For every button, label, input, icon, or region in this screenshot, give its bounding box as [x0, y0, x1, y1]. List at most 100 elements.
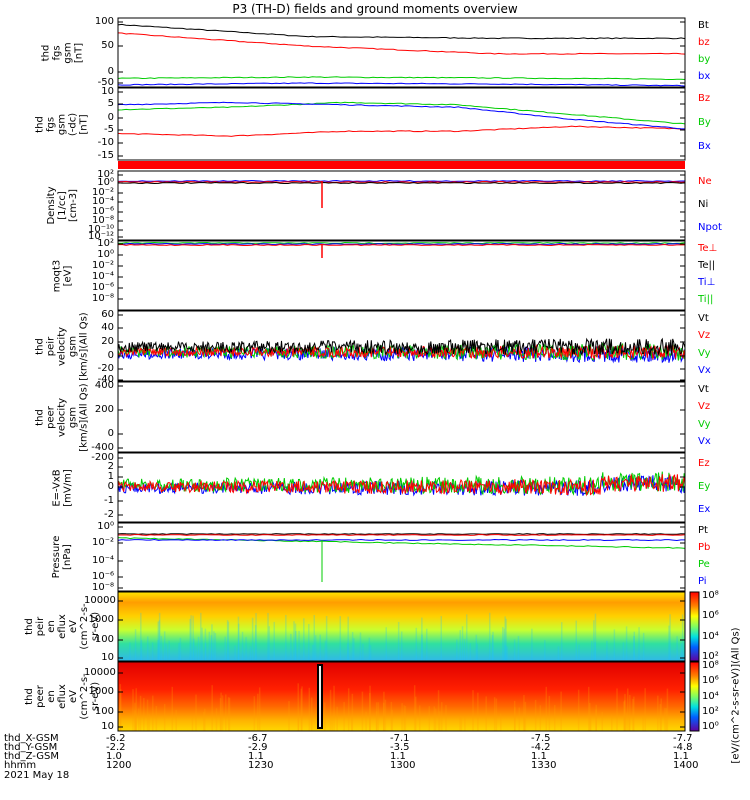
heatmap-texture — [588, 686, 590, 731]
heatmap-texture — [251, 617, 254, 661]
heatmap-texture — [601, 712, 604, 731]
heatmap-texture — [503, 628, 506, 661]
legend-Vy: Vy — [698, 418, 711, 430]
colorbar-tick: 10² — [702, 651, 719, 662]
heatmap-texture — [297, 683, 299, 731]
legend-Pi: Pi — [698, 575, 707, 587]
heatmap-texture — [404, 705, 407, 731]
heatmap-texture — [168, 640, 170, 661]
heatmap-texture — [633, 636, 635, 661]
heatmap-texture — [310, 697, 313, 731]
heatmap-texture — [119, 684, 122, 731]
y-tick-label: -50 — [97, 77, 114, 88]
heatmap-texture — [325, 616, 328, 661]
y-tick-label: 10² — [97, 238, 114, 249]
heatmap-texture — [461, 626, 464, 661]
heatmap-texture — [463, 639, 466, 661]
panel-ylabel: thd peer velocity gsm [km/s](All Qs) — [34, 382, 90, 452]
heatmap-texture — [523, 695, 525, 731]
heatmap-texture — [268, 626, 270, 661]
heatmap-texture — [255, 613, 257, 661]
series-trace — [117, 337, 686, 357]
heatmap-texture — [616, 688, 618, 731]
heatmap-texture — [267, 612, 269, 661]
heatmap-texture — [477, 692, 479, 731]
heatmap-texture — [660, 698, 662, 731]
colorbar-tick: 10⁰ — [702, 721, 719, 732]
series-trace — [117, 179, 685, 183]
x-row-value: 1.1 — [248, 751, 264, 762]
legend-Vy: Vy — [698, 347, 711, 359]
heatmap-texture — [492, 631, 494, 661]
heatmap-texture — [359, 632, 362, 661]
heatmap-texture — [295, 630, 297, 661]
heatmap-texture — [624, 700, 626, 731]
heatmap-texture — [343, 701, 345, 731]
heatmap-texture — [495, 698, 498, 731]
heatmap-texture — [151, 642, 154, 661]
heatmap-texture — [611, 714, 613, 731]
heatmap-texture — [375, 711, 378, 731]
heatmap-texture — [157, 640, 159, 661]
heatmap-texture — [385, 627, 387, 661]
heatmap-texture — [165, 643, 168, 661]
heatmap-texture — [241, 631, 244, 661]
heatmap-texture — [594, 613, 597, 661]
heatmap-texture — [593, 620, 595, 661]
heatmap-texture — [365, 711, 367, 731]
heatmap-texture — [351, 693, 354, 731]
legend-Pt: Pt — [698, 524, 708, 536]
y-tick-label: -5 — [104, 124, 114, 135]
y-tick-label: 10⁻² — [91, 537, 114, 548]
series-bx — [117, 82, 686, 87]
heatmap-texture — [633, 696, 635, 731]
colorbar-tick: 10⁸ — [702, 660, 719, 671]
heatmap-texture — [504, 616, 506, 661]
y-tick-label: 100 — [94, 16, 114, 27]
legend-Bx: Bx — [698, 141, 711, 152]
heatmap-texture — [339, 616, 342, 661]
heatmap-texture — [214, 633, 217, 661]
heatmap-texture — [383, 691, 385, 731]
panel-frame — [117, 87, 686, 161]
heatmap-texture — [575, 620, 577, 661]
panel-peer_velocity — [117, 381, 686, 459]
heatmap-texture — [465, 614, 468, 661]
panel-peer_en_eflux — [117, 661, 700, 732]
heatmap-texture — [456, 639, 458, 661]
heatmap-texture — [134, 702, 136, 731]
legend-Ex: Ex — [698, 503, 711, 515]
panel-density — [117, 170, 686, 241]
heatmap-texture — [297, 715, 300, 731]
series-trace — [117, 474, 686, 497]
x-row-value: -7.7 — [673, 733, 693, 744]
y-tick-label: 10000 — [84, 667, 116, 678]
heatmap-texture — [228, 697, 231, 731]
y-tick-label: 1 — [107, 471, 114, 482]
x-row-value: -6.2 — [106, 733, 126, 744]
series-trace — [118, 180, 686, 184]
legend-Bt: Bt — [698, 19, 709, 31]
heatmap-texture — [557, 646, 560, 661]
heatmap-texture — [201, 627, 203, 661]
heatmap-texture — [633, 631, 636, 661]
series-trace — [118, 534, 686, 536]
panel-ylabel: moqt3 [eV] — [51, 259, 73, 292]
heatmap-texture — [195, 694, 197, 731]
heatmap-texture — [254, 625, 257, 661]
colorbar-tick: 10⁸ — [702, 590, 719, 601]
panel-fgs_gsm_dc — [117, 87, 686, 161]
legend-Ti||: Ti|| — [698, 294, 714, 306]
heatmap-texture — [491, 635, 494, 661]
heatmap-texture — [504, 645, 507, 661]
panel-ylabel: thd fgs gsm (-dc) [nT] — [34, 112, 90, 136]
heatmap-texture — [606, 640, 608, 661]
heatmap-texture — [502, 627, 504, 661]
y-tick-label: 50 — [101, 40, 114, 51]
heatmap-texture — [290, 633, 292, 661]
x-row-value: -2.2 — [106, 742, 126, 753]
x-row-value: 1300 — [390, 760, 416, 771]
panel-frame — [117, 661, 686, 732]
heatmap-texture — [221, 695, 224, 731]
